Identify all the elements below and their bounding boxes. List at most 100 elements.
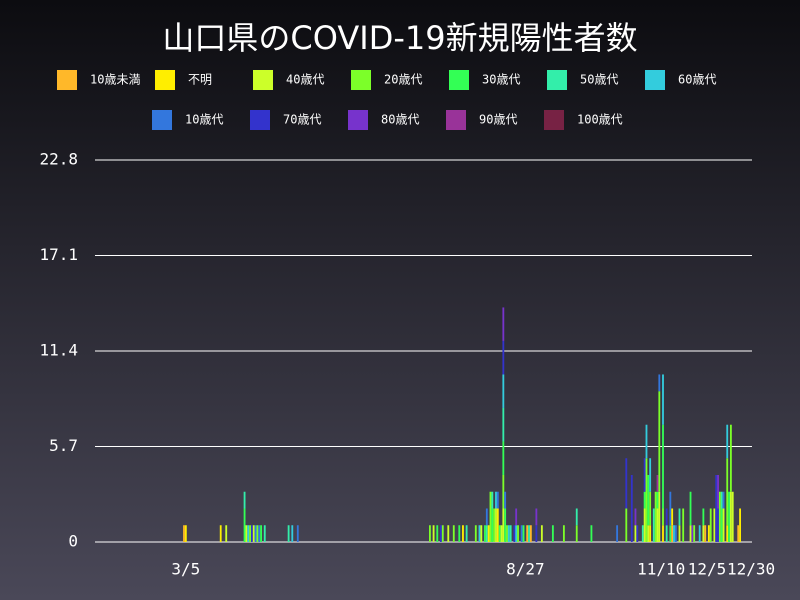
bar-segment	[698, 525, 701, 542]
legend-swatch	[348, 110, 368, 130]
bar-segment	[590, 525, 593, 542]
bar-segment	[487, 525, 490, 542]
bar-segment	[535, 508, 538, 526]
bar-segment	[296, 525, 299, 542]
bar-segment	[480, 525, 483, 542]
legend-label: 不明	[188, 73, 212, 87]
bar-segment	[441, 525, 444, 542]
bar-segment	[625, 508, 628, 542]
bar-segment	[474, 525, 477, 542]
bar-segment	[252, 525, 255, 542]
bar-segment	[496, 508, 499, 542]
bar-segment	[702, 525, 705, 542]
legend-swatch	[253, 70, 273, 90]
bar-segment	[728, 491, 730, 542]
bar-segment	[575, 525, 578, 542]
bar-segment	[491, 491, 494, 509]
bar-segment	[704, 525, 707, 542]
bar-segment	[678, 525, 681, 542]
bar-segment	[665, 525, 668, 542]
bar-segment	[502, 508, 505, 542]
bar-segment	[485, 508, 488, 526]
bar-segment	[630, 474, 633, 542]
bar-segment	[436, 525, 439, 542]
bar-segment	[658, 391, 661, 492]
bar-segment	[636, 525, 639, 542]
bar-segment	[649, 525, 652, 542]
bar-segment	[647, 474, 650, 526]
bar-segment	[717, 508, 719, 542]
bar-segment	[522, 525, 525, 542]
x-tick-label: 8/27	[506, 560, 545, 579]
bar-segment	[502, 340, 505, 375]
bar-segment	[652, 508, 655, 542]
bar-segment	[465, 525, 468, 542]
bar-segment	[658, 491, 661, 542]
bar-segment	[504, 508, 507, 542]
bar-segment	[502, 441, 505, 475]
bar-segment	[493, 508, 496, 542]
bar-segment	[291, 525, 294, 542]
bar-segment	[669, 491, 672, 526]
y-tick-label: 0	[68, 532, 78, 551]
legend-label: 100歳代	[577, 113, 623, 127]
legend-label: 50歳代	[580, 73, 618, 87]
bar-segment	[656, 491, 659, 509]
bar-segment	[507, 525, 510, 542]
bar-segment	[649, 458, 652, 492]
bar-segment	[484, 525, 486, 542]
bar-segment	[247, 525, 250, 542]
x-tick-label: 11/10	[637, 560, 685, 579]
legend-label: 30歳代	[482, 73, 520, 87]
bar-segment	[691, 525, 694, 542]
bar-segment	[717, 474, 719, 509]
x-tick-label: 12/5	[688, 560, 727, 579]
bar-segment	[665, 508, 668, 526]
bar-segment	[562, 525, 565, 542]
bar-segment	[263, 525, 266, 542]
legend-label: 60歳代	[678, 73, 716, 87]
bar-segment	[722, 508, 725, 542]
legend-label: 90歳代	[479, 113, 517, 127]
bar-segment	[634, 525, 637, 542]
y-tick-label: 5.7	[49, 436, 78, 455]
bar-segment	[674, 525, 677, 542]
bar-segment	[447, 525, 450, 542]
bar-segment	[440, 525, 442, 542]
y-tick-label: 11.4	[39, 341, 78, 360]
bar-segment	[643, 491, 646, 509]
legend-label: 80歳代	[381, 113, 419, 127]
bar-segment	[658, 374, 661, 392]
bar-segment	[656, 474, 659, 492]
y-tick-label: 17.1	[39, 245, 78, 264]
bar-segment	[515, 508, 518, 526]
bar-segment	[656, 508, 659, 542]
bar-segment	[540, 525, 543, 542]
bar-segment	[502, 474, 505, 509]
bar-segment	[643, 508, 646, 542]
bar-segment	[485, 525, 488, 542]
bar-segment	[250, 525, 253, 542]
bar-segment	[641, 525, 644, 542]
legend-swatch	[449, 70, 469, 90]
bar-segment	[625, 458, 628, 509]
bar-segment	[718, 491, 721, 542]
bar-segment	[739, 508, 741, 542]
legend-label: 40歳代	[286, 73, 324, 87]
bar-segment	[452, 525, 455, 542]
bar-segment	[509, 525, 512, 542]
bar-segment	[183, 525, 185, 542]
bar-segment	[498, 525, 501, 542]
bar-segment	[529, 525, 532, 542]
bar-segment	[458, 525, 461, 542]
bar-segment	[429, 525, 431, 542]
bar-segment	[496, 491, 499, 509]
legend-swatch	[547, 70, 567, 90]
bar-segment	[495, 491, 497, 509]
bar-segment	[726, 424, 729, 459]
bar-segment	[256, 525, 259, 542]
bar-segment	[254, 525, 257, 542]
bar-segment	[432, 525, 435, 542]
legend-swatch	[446, 110, 466, 130]
legend-swatch	[544, 110, 564, 130]
